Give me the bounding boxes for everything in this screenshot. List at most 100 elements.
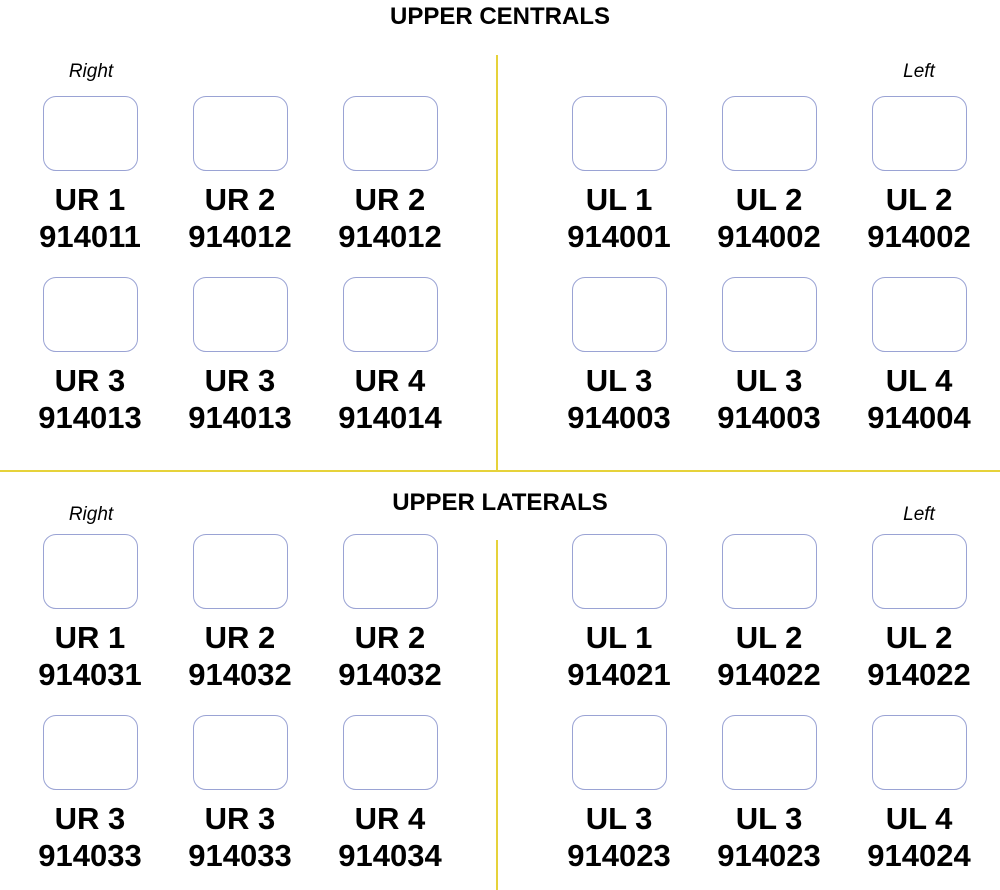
- tooth-label-cell: UL 4 914004: [844, 277, 994, 436]
- tooth-name: UL 2: [735, 620, 803, 655]
- tooth-name: UR 3: [54, 801, 126, 836]
- product-code: 914002: [867, 219, 971, 254]
- tooth-name: UL 4: [885, 801, 953, 836]
- tooth-label-cell: UR 4 914014: [315, 277, 465, 436]
- tooth-name: UR 2: [204, 182, 276, 217]
- tooth-label-cell: UL 3 914003: [544, 277, 694, 436]
- tooth-label-cell: UR 4 914034: [315, 715, 465, 874]
- tooth-name: UL 2: [885, 620, 953, 655]
- label-box: [721, 534, 817, 609]
- tooth-name: UR 1: [54, 182, 126, 217]
- tooth-label-cell: UL 3 914023: [694, 715, 844, 874]
- tooth-name: UL 3: [585, 363, 653, 398]
- tooth-label-cell: UR 3 914033: [15, 715, 165, 874]
- tooth-name: UR 3: [204, 363, 276, 398]
- label-box: [342, 277, 438, 352]
- product-code: 914031: [38, 657, 142, 692]
- tooth-name: UL 3: [585, 801, 653, 836]
- product-code: 914021: [567, 657, 671, 692]
- label-box: [571, 715, 667, 790]
- tooth-label-cell: UR 2 914012: [165, 96, 315, 255]
- tooth-name: UL 1: [585, 620, 653, 655]
- tooth-label-cell: UR 2 914012: [315, 96, 465, 255]
- product-code: 914012: [338, 219, 442, 254]
- product-code: 914003: [567, 400, 671, 435]
- left-side-label: Left: [903, 504, 935, 525]
- tooth-label-cell: UR 2 914032: [315, 534, 465, 693]
- product-code: 914023: [717, 838, 821, 873]
- product-code: 914032: [338, 657, 442, 692]
- label-box: [721, 715, 817, 790]
- label-box: [192, 715, 288, 790]
- product-code: 914003: [717, 400, 821, 435]
- label-box: [342, 715, 438, 790]
- section-title-upper-centrals: UPPER CENTRALS: [389, 3, 611, 30]
- label-box: [192, 277, 288, 352]
- label-box: [42, 534, 138, 609]
- tooth-name: UR 2: [354, 620, 426, 655]
- vertical-divider: [496, 540, 498, 890]
- product-code: 914002: [717, 219, 821, 254]
- label-box: [342, 96, 438, 171]
- tooth-label-cell: UR 3 914013: [15, 277, 165, 436]
- tooth-label-cell: UL 1 914001: [544, 96, 694, 255]
- product-code: 914011: [39, 219, 141, 254]
- label-box: [42, 277, 138, 352]
- tooth-label-cell: UR 1 914011: [15, 96, 165, 255]
- tooth-name: UL 2: [735, 182, 803, 217]
- tooth-name: UL 3: [735, 363, 803, 398]
- tooth-name: UL 1: [585, 182, 653, 217]
- right-side-label: Right: [68, 504, 114, 525]
- product-code: 914014: [338, 400, 442, 435]
- tooth-label-cell: UR 1 914031: [15, 534, 165, 693]
- tooth-label-cell: UL 3 914003: [694, 277, 844, 436]
- label-box: [42, 715, 138, 790]
- label-box: [192, 534, 288, 609]
- product-code: 914013: [188, 400, 292, 435]
- product-code: 914012: [188, 219, 292, 254]
- tooth-name: UR 2: [354, 182, 426, 217]
- label-box: [571, 534, 667, 609]
- label-box: [871, 96, 967, 171]
- tooth-label-cell: UR 3 914013: [165, 277, 315, 436]
- label-box: [192, 96, 288, 171]
- left-side-label: Left: [903, 61, 935, 82]
- vertical-divider: [496, 55, 498, 471]
- horizontal-divider: [0, 470, 1000, 472]
- product-code: 914024: [867, 838, 971, 873]
- product-code: 914032: [188, 657, 292, 692]
- product-code: 914023: [567, 838, 671, 873]
- label-box: [571, 277, 667, 352]
- tooth-label-cell: UL 2 914002: [694, 96, 844, 255]
- tooth-label-cell: UR 2 914032: [165, 534, 315, 693]
- label-box: [571, 96, 667, 171]
- product-code: 914034: [338, 838, 442, 873]
- tooth-name: UR 3: [54, 363, 126, 398]
- label-box: [342, 534, 438, 609]
- label-box: [721, 277, 817, 352]
- product-code: 914033: [38, 838, 142, 873]
- label-box: [871, 277, 967, 352]
- label-box: [42, 96, 138, 171]
- tooth-name: UR 3: [204, 801, 276, 836]
- label-box: [871, 715, 967, 790]
- tooth-label-cell: UL 3 914023: [544, 715, 694, 874]
- label-box: [721, 96, 817, 171]
- product-code: 914013: [38, 400, 142, 435]
- tooth-name: UL 4: [885, 363, 953, 398]
- product-code: 914022: [867, 657, 971, 692]
- tooth-name: UR 2: [204, 620, 276, 655]
- label-box: [871, 534, 967, 609]
- tooth-label-cell: UL 4 914024: [844, 715, 994, 874]
- tooth-label-cell: UL 2 914022: [694, 534, 844, 693]
- tooth-label-cell: UL 1 914021: [544, 534, 694, 693]
- tooth-name: UR 4: [354, 363, 426, 398]
- tooth-label-cell: UR 3 914033: [165, 715, 315, 874]
- product-code: 914001: [567, 219, 671, 254]
- tooth-label-cell: UL 2 914022: [844, 534, 994, 693]
- product-code: 914004: [867, 400, 971, 435]
- tooth-name: UL 2: [885, 182, 953, 217]
- product-code: 914022: [717, 657, 821, 692]
- right-side-label: Right: [68, 61, 114, 82]
- tooth-label-cell: UL 2 914002: [844, 96, 994, 255]
